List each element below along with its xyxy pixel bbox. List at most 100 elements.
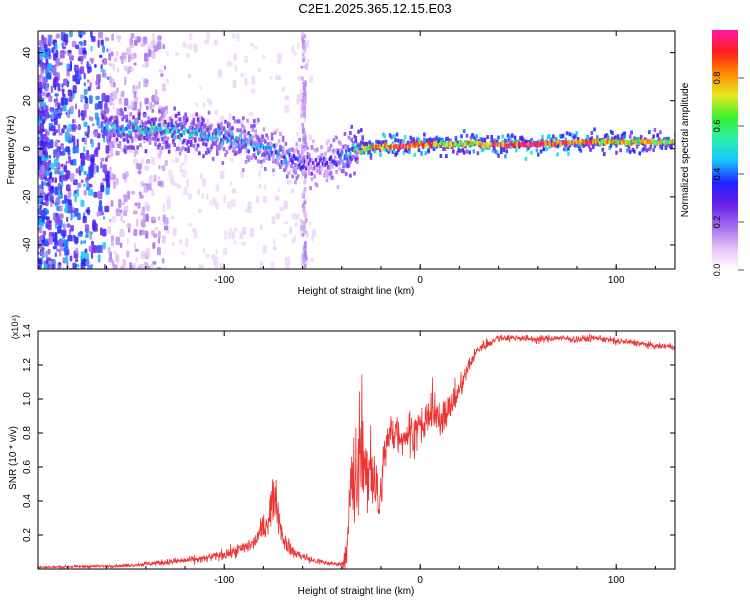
heatmap-speckle bbox=[43, 263, 49, 269]
heatmap-speckle bbox=[62, 223, 66, 231]
heatmap-cell bbox=[125, 137, 128, 142]
heatmap-cell bbox=[520, 135, 524, 140]
heatmap-speckle bbox=[145, 159, 151, 164]
heatmap-cell bbox=[461, 148, 465, 153]
heatmap-cell bbox=[328, 166, 332, 171]
heatmap-cell bbox=[183, 131, 186, 136]
heatmap-cell bbox=[295, 147, 299, 152]
heatmap-cell bbox=[327, 148, 330, 153]
heatmap-cell bbox=[126, 139, 130, 144]
heatmap-speckle bbox=[130, 53, 135, 59]
heatmap-cell bbox=[554, 136, 558, 141]
heatmap-speckle bbox=[88, 189, 94, 196]
heatmap-speckle bbox=[41, 246, 44, 255]
heatmap-speckle bbox=[95, 80, 99, 86]
heatmap-speckle bbox=[94, 103, 99, 110]
heatmap-cell bbox=[472, 149, 476, 154]
heatmap-cell bbox=[484, 145, 488, 150]
heatmap-speckle bbox=[228, 232, 232, 239]
heatmap-cell bbox=[202, 118, 205, 123]
heatmap-speckle bbox=[117, 39, 121, 43]
heatmap-cell bbox=[242, 124, 245, 129]
snr-y-label: SNR (10 * v/v) bbox=[8, 426, 19, 490]
heatmap-cell bbox=[327, 170, 330, 175]
heatmap-cell bbox=[593, 127, 596, 132]
heatmap-cell bbox=[317, 155, 321, 160]
heatmap-cell bbox=[390, 135, 393, 140]
heatmap-cell bbox=[209, 126, 212, 131]
heatmap-cell bbox=[187, 149, 190, 153]
heatmap-cell bbox=[504, 154, 507, 159]
heatmap-speckle bbox=[257, 67, 261, 73]
heatmap-speckle bbox=[112, 264, 118, 269]
heatmap-cell bbox=[579, 143, 583, 148]
heatmap-speckle bbox=[134, 149, 139, 155]
heatmap-cell bbox=[217, 123, 220, 128]
heatmap-speckle bbox=[262, 55, 266, 60]
heatmap-cell bbox=[194, 137, 197, 142]
heatmap-speckle bbox=[129, 38, 134, 47]
x-tick-label: 0 bbox=[417, 275, 423, 286]
heatmap-cell bbox=[124, 107, 127, 112]
heatmap-speckle bbox=[152, 216, 156, 221]
heatmap-cell bbox=[233, 119, 237, 124]
heatmap-speckle bbox=[51, 125, 56, 132]
snr-panel: -100 0 100 0.2 0.4 0.6 0.8 1.0 1.2 1.4 Height of… bbox=[8, 315, 676, 597]
heatmap-cell bbox=[423, 132, 426, 137]
heatmap-cell bbox=[213, 128, 216, 133]
heatmap-cell bbox=[244, 132, 248, 137]
heatmap-cell bbox=[244, 159, 248, 164]
heatmap-speckle bbox=[61, 128, 65, 134]
heatmap-speckle bbox=[42, 123, 44, 132]
heatmap-speckle bbox=[138, 81, 141, 90]
heatmap-cell bbox=[180, 126, 183, 131]
heatmap-speckle bbox=[173, 182, 178, 186]
heatmap-cell bbox=[279, 164, 282, 169]
heatmap-cell bbox=[623, 134, 627, 139]
heatmap-speckle bbox=[55, 33, 60, 39]
heatmap-cell bbox=[301, 149, 304, 154]
heatmap-speckle bbox=[244, 55, 248, 63]
heatmap-cell bbox=[659, 144, 662, 149]
heatmap-cell bbox=[469, 143, 473, 148]
heatmap-cell bbox=[218, 146, 222, 151]
heatmap-cell bbox=[616, 136, 620, 141]
heatmap-cell bbox=[361, 141, 364, 146]
heatmap-cell bbox=[343, 131, 347, 136]
heatmap-cell bbox=[159, 126, 163, 132]
heatmap-speckle bbox=[276, 60, 282, 64]
heatmap-speckle bbox=[45, 58, 49, 65]
heatmap-cell bbox=[295, 166, 299, 171]
heatmap-cell bbox=[502, 148, 506, 153]
heatmap-cell bbox=[294, 162, 297, 167]
heatmap-speckle bbox=[297, 41, 300, 50]
heatmap-speckle bbox=[62, 267, 65, 269]
heatmap-speckle bbox=[68, 223, 71, 228]
heatmap-cell bbox=[416, 138, 419, 143]
heatmap-cell bbox=[298, 160, 301, 164]
heatmap-speckle bbox=[48, 154, 52, 159]
heatmap-cell bbox=[277, 155, 281, 160]
heatmap-cell bbox=[506, 133, 510, 138]
heatmap-speckle bbox=[58, 239, 63, 247]
heatmap-cell bbox=[132, 115, 135, 120]
heatmap-speckle bbox=[38, 195, 41, 205]
heatmap-speckle bbox=[41, 85, 45, 89]
heatmap-cell bbox=[257, 118, 260, 122]
heatmap-cell bbox=[177, 111, 181, 116]
heatmap-speckle bbox=[88, 116, 93, 120]
heatmap-speckle bbox=[66, 262, 69, 269]
heatmap-cell bbox=[180, 133, 183, 138]
heatmap-cell bbox=[480, 147, 484, 152]
heatmap-cell bbox=[340, 159, 344, 164]
heatmap-cell bbox=[107, 120, 111, 125]
heatmap-cell bbox=[362, 141, 366, 146]
heatmap-speckle bbox=[61, 104, 67, 112]
heatmap-speckle bbox=[141, 63, 145, 68]
heatmap-speckle bbox=[190, 113, 195, 118]
heatmap-speckle bbox=[96, 74, 101, 83]
heatmap-cell bbox=[347, 135, 351, 140]
heatmap-speckle bbox=[118, 199, 122, 208]
heatmap-cell bbox=[500, 146, 503, 151]
heatmap-speckle bbox=[109, 251, 112, 260]
